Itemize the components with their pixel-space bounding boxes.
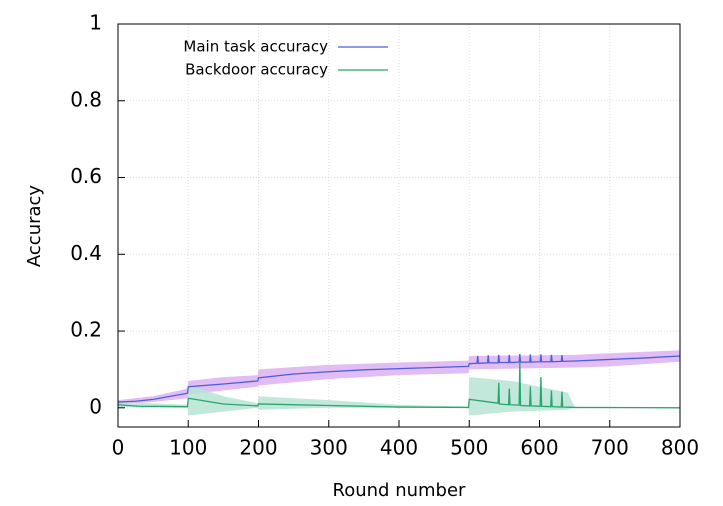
x-tick-label: 400 [380,436,418,460]
plot-frame [117,23,681,428]
x-axis-label: Round number [333,480,467,501]
x-tick-label: 700 [591,436,629,460]
x-tick-label: 0 [112,436,125,460]
y-tick-label: 0.8 [70,87,102,111]
x-tick-label: 300 [310,436,348,460]
y-tick-label: 0.6 [70,164,102,188]
legend-label: Main task accuracy [183,38,328,56]
data-line [118,354,680,403]
data-line [118,361,680,409]
confidence-band [118,350,680,404]
y-tick-label: 0.2 [70,318,102,342]
plot-area [118,350,680,416]
legend-label: Backdoor accuracy [185,61,328,79]
x-tick-label: 800 [661,436,699,460]
x-tick-label: 200 [239,436,277,460]
y-tick-label: 0 [89,394,102,418]
y-tick-label: 1 [89,11,102,35]
y-tick-label: 0.4 [70,241,102,265]
axes: 0 100 200 300 400 500 600 700 800 0 0.2 0.4 0.6 0.8 1 M… [70,11,699,460]
x-tick-label: 600 [520,436,558,460]
x-tick-label: 100 [169,436,207,460]
y-axis-label: Accuracy [24,185,45,268]
x-tick-label: 500 [450,436,488,460]
